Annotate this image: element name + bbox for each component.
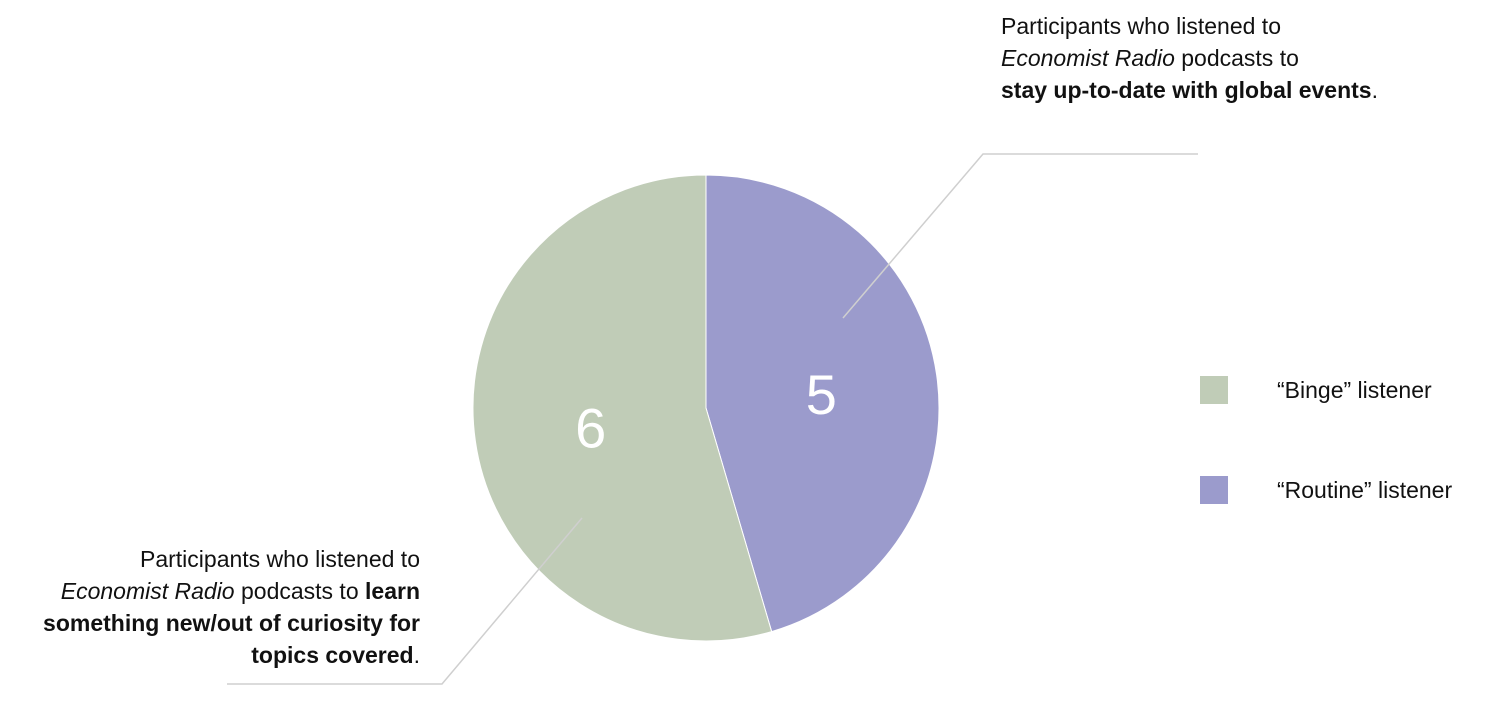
annotation-italic: Economist Radio: [1001, 45, 1175, 71]
pie-slice-binge: [472, 174, 773, 642]
legend-label-binge: “Binge” listener: [1277, 377, 1432, 403]
legend: “Binge” listener “Routine” listener: [1200, 375, 1490, 575]
annotation-emphasis: stay up-to-date with global events: [1001, 77, 1372, 103]
legend-swatch-routine: [1200, 476, 1228, 504]
data-label-binge: 6: [575, 396, 606, 459]
leader-line-bottom: [227, 517, 583, 685]
annotation-text: podcasts to: [234, 578, 366, 604]
annotation-binge: Participants who listened to Economist R…: [0, 543, 420, 671]
annotation-italic: Economist Radio: [60, 578, 235, 604]
leader-line-top: [842, 153, 1198, 319]
annotation-text: podcasts to: [1174, 45, 1299, 71]
annotation-line1: Participants who listened to: [140, 546, 420, 572]
callout-leader-lines: [227, 153, 1198, 685]
data-labels: 56: [575, 363, 837, 459]
pie-slice-routine: [705, 174, 940, 633]
annotation-emphasis: learn something new/out of curiosity for…: [43, 578, 420, 668]
data-label-routine: 5: [806, 363, 837, 426]
legend-item-binge: “Binge” listener: [1200, 375, 1490, 404]
annotation-tail: .: [1371, 77, 1378, 103]
legend-item-routine: “Routine” listener: [1200, 475, 1490, 504]
legend-label-routine: “Routine” listener: [1277, 477, 1453, 503]
annotation-line1: Participants who listened to: [1001, 13, 1281, 39]
annotation-tail: .: [413, 642, 420, 668]
legend-swatch-binge: [1200, 376, 1228, 404]
pie-slices: [472, 174, 940, 642]
annotation-routine: Participants who listened to Economist R…: [1001, 10, 1381, 106]
